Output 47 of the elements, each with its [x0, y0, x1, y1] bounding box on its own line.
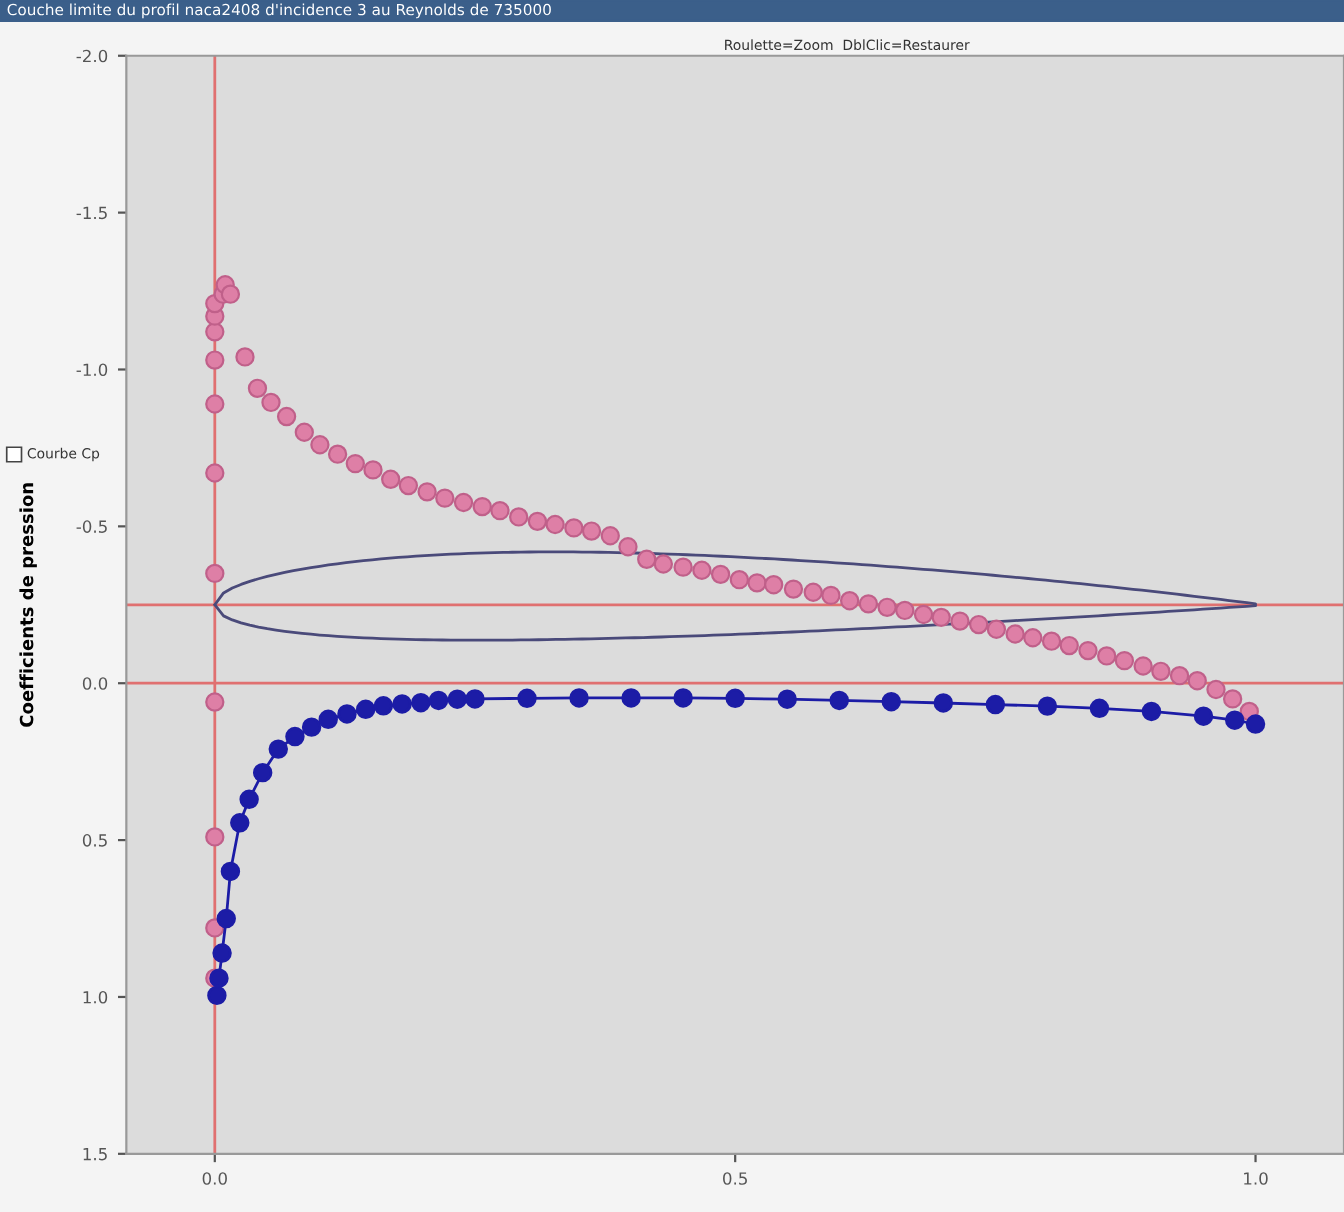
x-tick-label: 0.5: [723, 1172, 747, 1185]
point: [829, 690, 849, 711]
y-tick-label: 0.5: [82, 834, 107, 847]
point: [1141, 701, 1162, 722]
point: [673, 688, 693, 708]
point: [220, 861, 241, 882]
x-tick-label: 0.0: [202, 1172, 227, 1185]
point: [517, 688, 537, 708]
point: [447, 689, 468, 709]
point: [301, 717, 322, 737]
point: [285, 726, 305, 747]
point: [268, 739, 289, 759]
point: [411, 692, 431, 713]
point: [1245, 714, 1266, 734]
y-tick-label: -0.5: [76, 520, 107, 533]
point: [881, 692, 901, 712]
point: [1193, 706, 1214, 726]
point: [252, 762, 273, 783]
point: [239, 789, 259, 810]
y-tick-label: 1.5: [83, 1148, 107, 1161]
point: [392, 694, 412, 714]
point: [207, 985, 227, 1006]
point: [985, 694, 1006, 715]
point: [1225, 710, 1245, 730]
y-tick-label: -1.0: [76, 363, 108, 377]
y-tick-label: 1.0: [83, 990, 108, 1004]
point: [1037, 696, 1058, 716]
point: [777, 689, 797, 709]
y-axis-title: Coefficients de pression: [19, 483, 37, 727]
point: [230, 813, 250, 833]
point: [428, 690, 449, 711]
point: [216, 908, 236, 929]
point: [318, 709, 338, 730]
x-tick-label: 1.0: [1244, 1172, 1268, 1185]
point: [355, 699, 376, 719]
point: [465, 689, 485, 709]
point: [933, 693, 954, 713]
point: [212, 943, 232, 963]
point: [337, 704, 357, 724]
point: [621, 688, 641, 708]
point: [725, 688, 745, 708]
y-tick-label: 0.0: [82, 677, 108, 690]
point: [373, 696, 394, 716]
point: [1089, 698, 1110, 719]
y-tick-label: -1.5: [76, 206, 107, 220]
point: [569, 688, 589, 708]
y-tick-label: -2.0: [76, 49, 108, 63]
